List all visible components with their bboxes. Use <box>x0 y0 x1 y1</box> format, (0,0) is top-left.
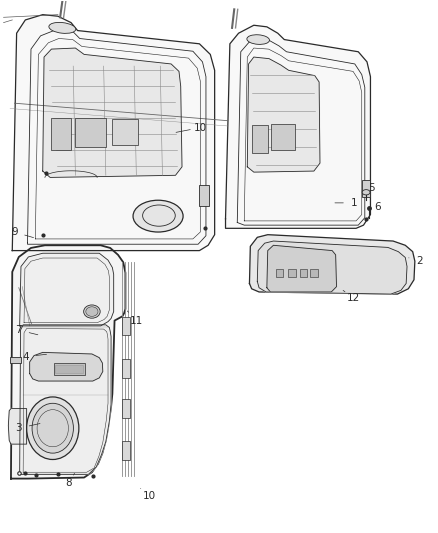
Bar <box>362 180 370 197</box>
Ellipse shape <box>32 403 74 453</box>
Bar <box>199 185 209 206</box>
Bar <box>122 441 130 460</box>
Bar <box>276 269 283 277</box>
Text: 1: 1 <box>350 198 357 208</box>
Text: 10: 10 <box>143 490 156 500</box>
Text: 12: 12 <box>347 293 360 303</box>
Bar <box>75 118 106 147</box>
Ellipse shape <box>86 307 98 317</box>
Polygon shape <box>247 57 320 172</box>
Polygon shape <box>11 245 125 479</box>
Ellipse shape <box>133 200 183 232</box>
Text: 5: 5 <box>368 183 374 193</box>
Text: 7: 7 <box>15 325 22 335</box>
Polygon shape <box>12 14 215 251</box>
Text: 9: 9 <box>11 227 18 237</box>
Bar <box>53 363 85 375</box>
Bar <box>311 269 318 277</box>
Text: 4: 4 <box>22 352 28 361</box>
Polygon shape <box>8 409 27 444</box>
Bar <box>122 399 130 418</box>
Text: 8: 8 <box>66 478 72 488</box>
Ellipse shape <box>49 22 76 34</box>
Text: 3: 3 <box>15 423 22 433</box>
Bar <box>288 269 296 277</box>
Bar <box>300 269 307 277</box>
Ellipse shape <box>84 305 100 318</box>
Polygon shape <box>250 235 415 294</box>
Bar <box>122 359 130 378</box>
Bar <box>55 365 83 373</box>
Polygon shape <box>20 325 111 474</box>
Text: 2: 2 <box>416 256 423 266</box>
Polygon shape <box>43 48 182 177</box>
Polygon shape <box>226 25 371 228</box>
Bar <box>252 125 268 152</box>
Polygon shape <box>20 253 114 326</box>
Polygon shape <box>267 245 336 292</box>
Bar <box>113 119 138 144</box>
Text: 11: 11 <box>130 316 143 326</box>
Text: 10: 10 <box>194 123 207 133</box>
Polygon shape <box>257 241 407 294</box>
Ellipse shape <box>247 35 269 44</box>
Bar <box>271 124 295 150</box>
Bar <box>10 357 21 363</box>
Text: 6: 6 <box>374 202 381 212</box>
Bar <box>51 118 71 150</box>
Ellipse shape <box>27 397 79 459</box>
Polygon shape <box>30 352 103 381</box>
Ellipse shape <box>362 190 370 195</box>
Bar <box>122 317 130 335</box>
